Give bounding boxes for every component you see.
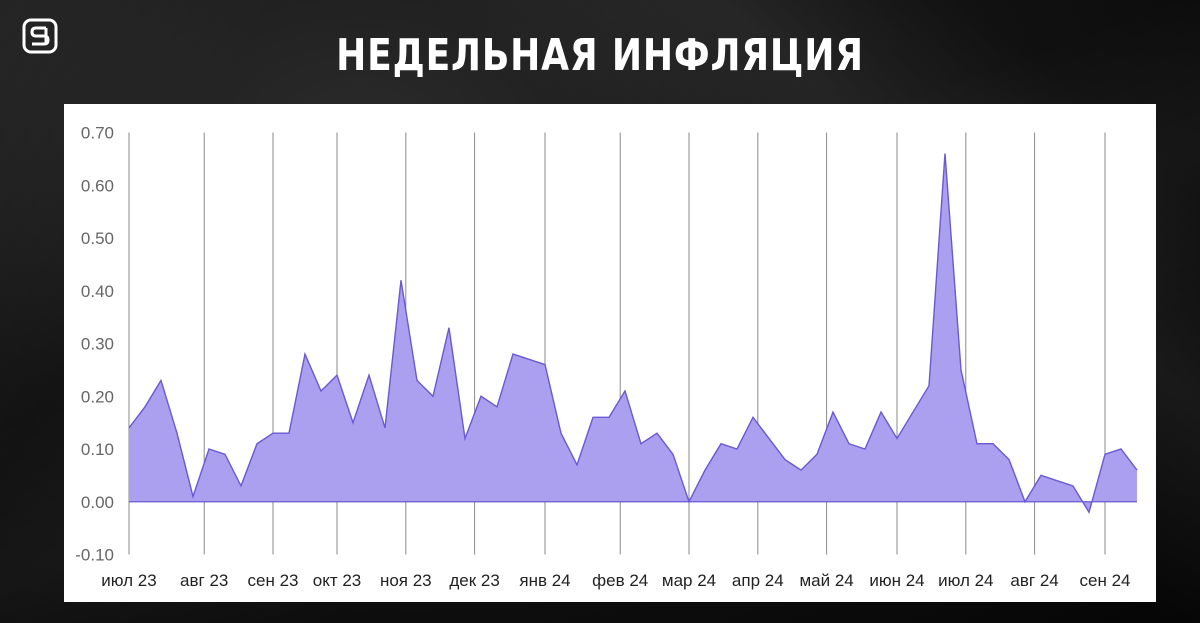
x-tick-label-12: июн 24 <box>869 571 924 590</box>
x-tick-label-10: апр 24 <box>732 571 784 590</box>
x-tick-label-8: фев 24 <box>592 571 648 590</box>
x-tick-label-11: май 24 <box>799 571 853 590</box>
y-tick-label-4: 0.40 <box>81 282 114 301</box>
y-tick-label-1: 0.70 <box>81 124 114 143</box>
inflation-area <box>129 153 1137 513</box>
x-tick-label-14: авг 24 <box>1010 571 1058 590</box>
x-tick-label-1: июл 23 <box>101 571 156 590</box>
weekly-inflation-chart: 0.70 0.60 0.50 0.40 0.30 0.20 0.10 0.00 -0.10 ию… <box>75 124 1138 590</box>
inflation-line <box>128 153 1138 515</box>
brand-logo-icon <box>22 18 58 54</box>
x-tick-label-4: окт 23 <box>313 571 362 590</box>
x-tick-label-9: мар 24 <box>662 571 716 590</box>
y-tick-label-7: 0.10 <box>81 440 114 459</box>
x-tick-label-3: сен 23 <box>248 571 299 590</box>
x-tick-label-15: сен 24 <box>1080 571 1131 590</box>
y-tick-label-6: 0.20 <box>81 387 114 406</box>
x-tick-label-5: ноя 23 <box>380 571 432 590</box>
y-tick-label-3: 0.50 <box>81 229 114 248</box>
y-tick-label-5: 0.30 <box>81 335 114 354</box>
chart-panel: 0.70 0.60 0.50 0.40 0.30 0.20 0.10 0.00 -0.10 ию… <box>64 104 1156 602</box>
y-tick-label-8: 0.00 <box>81 493 114 512</box>
x-tick-label-2: авг 23 <box>180 571 228 590</box>
x-tick-label-13: июл 24 <box>938 571 993 590</box>
y-tick-label-2: 0.60 <box>81 176 114 195</box>
y-tick-label-9: -0.10 <box>75 546 114 565</box>
x-tick-label-7: янв 24 <box>519 571 570 590</box>
x-tick-label-6: дек 23 <box>449 571 499 590</box>
page-title: НЕДЕЛЬНАЯ ИНФЛЯЦИЯ <box>336 30 864 81</box>
